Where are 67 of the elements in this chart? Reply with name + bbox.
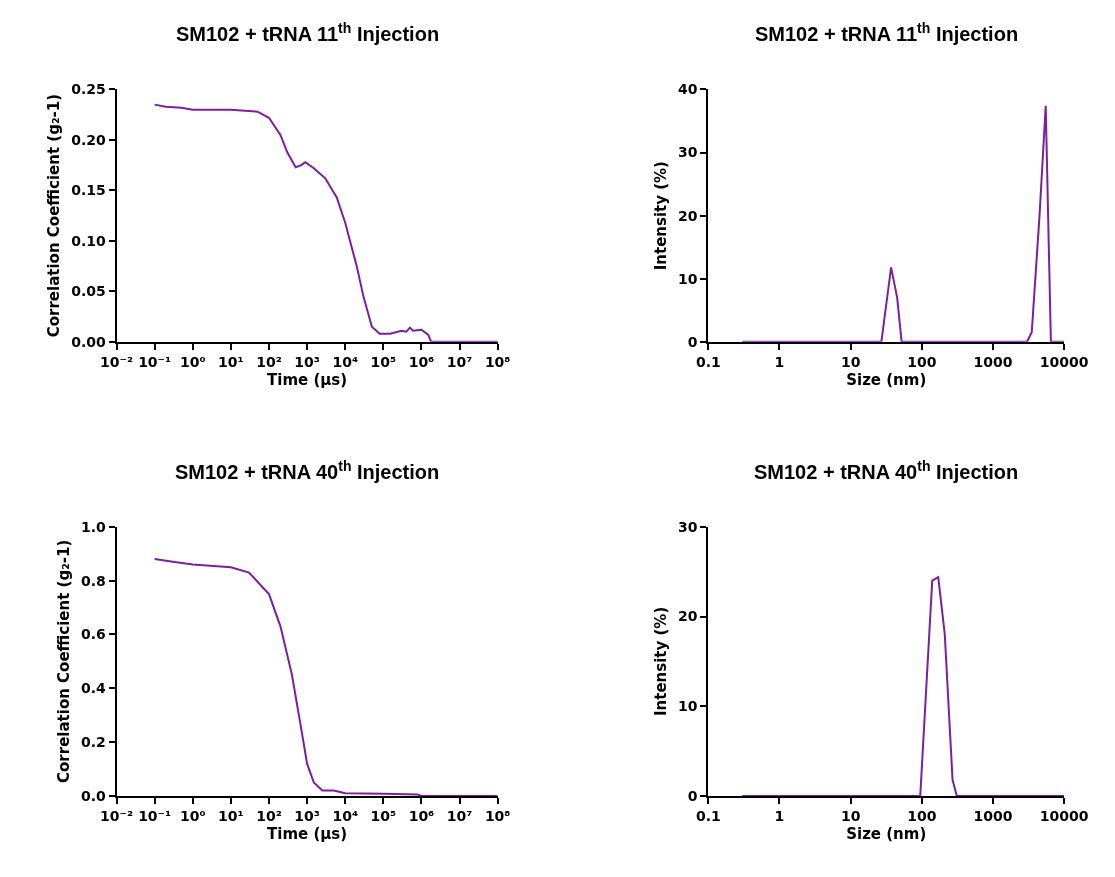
x-tick-label: 10 [840, 807, 861, 824]
y-tick-label: 40 [678, 81, 698, 98]
y-tick-label: 30 [678, 144, 698, 161]
chart-title: SM102 + tRNA 40$^{th}$ Injection [175, 458, 440, 484]
y-tick-label: 0.20 [71, 131, 106, 148]
y-tick-label: 0.10 [71, 232, 106, 249]
y-tick-label: 0.6 [80, 626, 106, 643]
x-tick-label: 1 [774, 353, 785, 370]
y-tick-label: 0.05 [71, 283, 106, 300]
x-tick-label: 10000 [1039, 807, 1089, 824]
x-tick-label: 10⁸ [484, 807, 511, 824]
x-axis-title: Size (nm) [846, 825, 927, 844]
x-axis-title: Time (µs) [267, 371, 348, 390]
x-tick-label: 10⁵ [370, 353, 397, 370]
x-tick-label: 10² [256, 353, 282, 370]
y-axis-title: Intensity (%) [651, 161, 670, 271]
x-tick-label: 10⁻² [100, 807, 134, 824]
y-tick-label: 20 [678, 608, 698, 625]
x-tick-label: 100 [907, 807, 937, 824]
x-tick-label: 10 [840, 353, 861, 370]
x-tick-label: 10⁶ [408, 807, 435, 824]
chart-title: SM102 + tRNA 11$^{th}$ Injection [176, 20, 440, 46]
y-tick-label: 0.0 [80, 787, 106, 804]
x-tick-label: 10⁶ [408, 353, 435, 370]
x-axis-title: Time (µs) [267, 825, 348, 844]
x-tick-label: 10⁷ [446, 807, 473, 824]
x-tick-label: 10¹ [218, 353, 244, 370]
x-tick-label: 10⁸ [484, 353, 511, 370]
y-axis-title: Intensity (%) [651, 606, 670, 716]
x-tick-label: 10⁰ [179, 807, 206, 824]
x-tick-label: 10¹ [218, 807, 244, 824]
x-tick-label: 0.1 [695, 353, 721, 370]
x-tick-label: 10² [256, 807, 282, 824]
x-tick-label: 10000 [1039, 353, 1089, 370]
x-tick-label: 10⁻¹ [138, 353, 172, 370]
x-tick-label: 10⁴ [332, 353, 359, 370]
x-tick-label: 10³ [294, 807, 320, 824]
y-tick-label: 20 [678, 207, 698, 224]
y-tick-label: 0.8 [80, 572, 106, 589]
x-tick-label: 10⁵ [370, 807, 397, 824]
y-tick-label: 10 [678, 270, 698, 287]
x-tick-label: 100 [907, 353, 937, 370]
x-tick-label: 10⁻¹ [138, 807, 172, 824]
x-tick-label: 10⁷ [446, 353, 473, 370]
y-tick-label: 0.15 [71, 182, 106, 199]
x-axis-title: Size (nm) [846, 371, 927, 390]
y-tick-label: 0 [687, 787, 698, 804]
y-tick-label: 30 [678, 518, 698, 535]
x-tick-label: 10⁰ [179, 353, 206, 370]
y-tick-label: 0.4 [80, 680, 106, 697]
x-tick-label: 10⁻² [100, 353, 134, 370]
x-tick-label: 10⁴ [332, 807, 359, 824]
x-tick-label: 1000 [973, 807, 1013, 824]
y-tick-label: 0.25 [71, 81, 106, 98]
y-tick-label: 10 [678, 698, 698, 715]
x-tick-label: 10³ [294, 353, 320, 370]
y-tick-label: 0.2 [80, 734, 106, 751]
y-axis-title: Correlation Coefficient (g₂-1) [54, 539, 73, 783]
chart-title: SM102 + tRNA 11$^{th}$ Injection [755, 20, 1019, 46]
y-axis-title: Correlation Coefficient (g₂-1) [44, 94, 63, 338]
x-tick-label: 1000 [973, 353, 1013, 370]
y-tick-label: 0.00 [71, 333, 106, 350]
chart-title: SM102 + tRNA 40$^{th}$ Injection [754, 458, 1019, 484]
x-tick-label: 1 [774, 807, 785, 824]
y-tick-label: 1.0 [80, 518, 106, 535]
x-tick-label: 0.1 [695, 807, 721, 824]
y-tick-label: 0 [687, 333, 698, 350]
